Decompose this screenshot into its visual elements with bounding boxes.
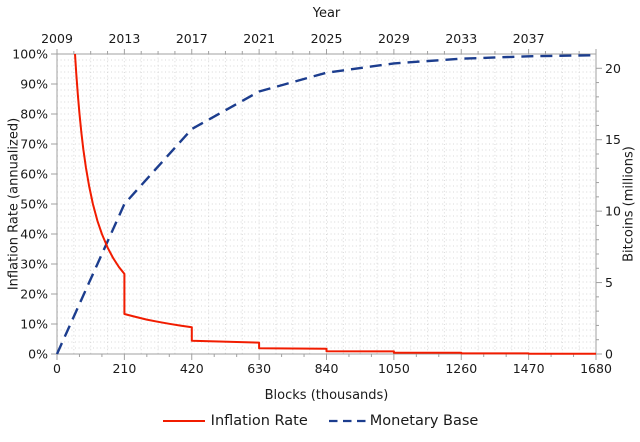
bottom-tick-labels: 0 210 420 630 840 1050 1260 1470 1680 [53, 361, 612, 376]
monetary-base-line-sample [328, 419, 367, 423]
tick-label: 0 [605, 347, 613, 362]
tick-label: 1680 [580, 361, 612, 376]
top-axis-title: Year [312, 6, 341, 21]
legend-label-inflation-rate: Inflation Rate [210, 413, 308, 429]
bottom-axis-title: Blocks (thousands) [264, 388, 389, 403]
tick-label: 2021 [243, 31, 275, 46]
tick-label: 2025 [311, 31, 343, 46]
tick-label: 30% [20, 257, 48, 272]
tick-label: 15 [605, 132, 621, 147]
tick-label: 10% [20, 317, 48, 332]
right-tick-labels: 0 5 10 15 20 [605, 61, 621, 362]
tick-label: 90% [20, 77, 48, 92]
tick-label: 2013 [108, 31, 140, 46]
tick-label: 1050 [378, 361, 410, 376]
tick-label: 40% [20, 227, 48, 242]
tick-label: 20% [20, 287, 48, 302]
tick-label: 210 [112, 361, 136, 376]
left-tick-labels: 0% 10% 20% 30% 40% 50% 60% 70% 80% 90% 100% [12, 47, 48, 362]
tick-label: 1260 [445, 361, 477, 376]
left-axis-title: Inflation Rate (annualized) [6, 117, 22, 291]
tick-label: 840 [315, 361, 339, 376]
inflation-rate-line [74, 53, 596, 355]
tick-label: 2017 [176, 31, 208, 46]
tick-label: 2037 [513, 31, 545, 46]
tick-label: 420 [180, 361, 204, 376]
right-axis-title: Bitcoins (millions) [621, 146, 637, 262]
tick-label: 630 [247, 361, 271, 376]
tick-label: 60% [20, 167, 48, 182]
tick-label: 80% [20, 107, 48, 122]
legend-label-monetary-base: Monetary Base [369, 413, 479, 429]
tick-label: 50% [20, 197, 48, 212]
tick-label: 70% [20, 137, 48, 152]
legend: Inflation Rate Monetary Base [0, 409, 640, 433]
tick-label: 0% [28, 347, 48, 362]
tick-label: 2009 [41, 31, 73, 46]
axis-ticks [51, 49, 602, 360]
top-tick-labels: 2009 2013 2017 2021 2025 2029 2033 2037 [41, 31, 544, 46]
tick-label: 1470 [513, 361, 545, 376]
tick-label: 20 [605, 61, 621, 76]
inflation-line-sample [162, 420, 205, 422]
tick-label: 0 [53, 361, 61, 376]
gridlines [57, 54, 596, 354]
tick-label: 2033 [445, 31, 477, 46]
tick-label: 2029 [378, 31, 410, 46]
tick-label: 100% [12, 47, 48, 62]
tick-label: 5 [605, 275, 613, 290]
monetary-base-line [55, 54, 597, 355]
tick-label: 10 [605, 204, 621, 219]
